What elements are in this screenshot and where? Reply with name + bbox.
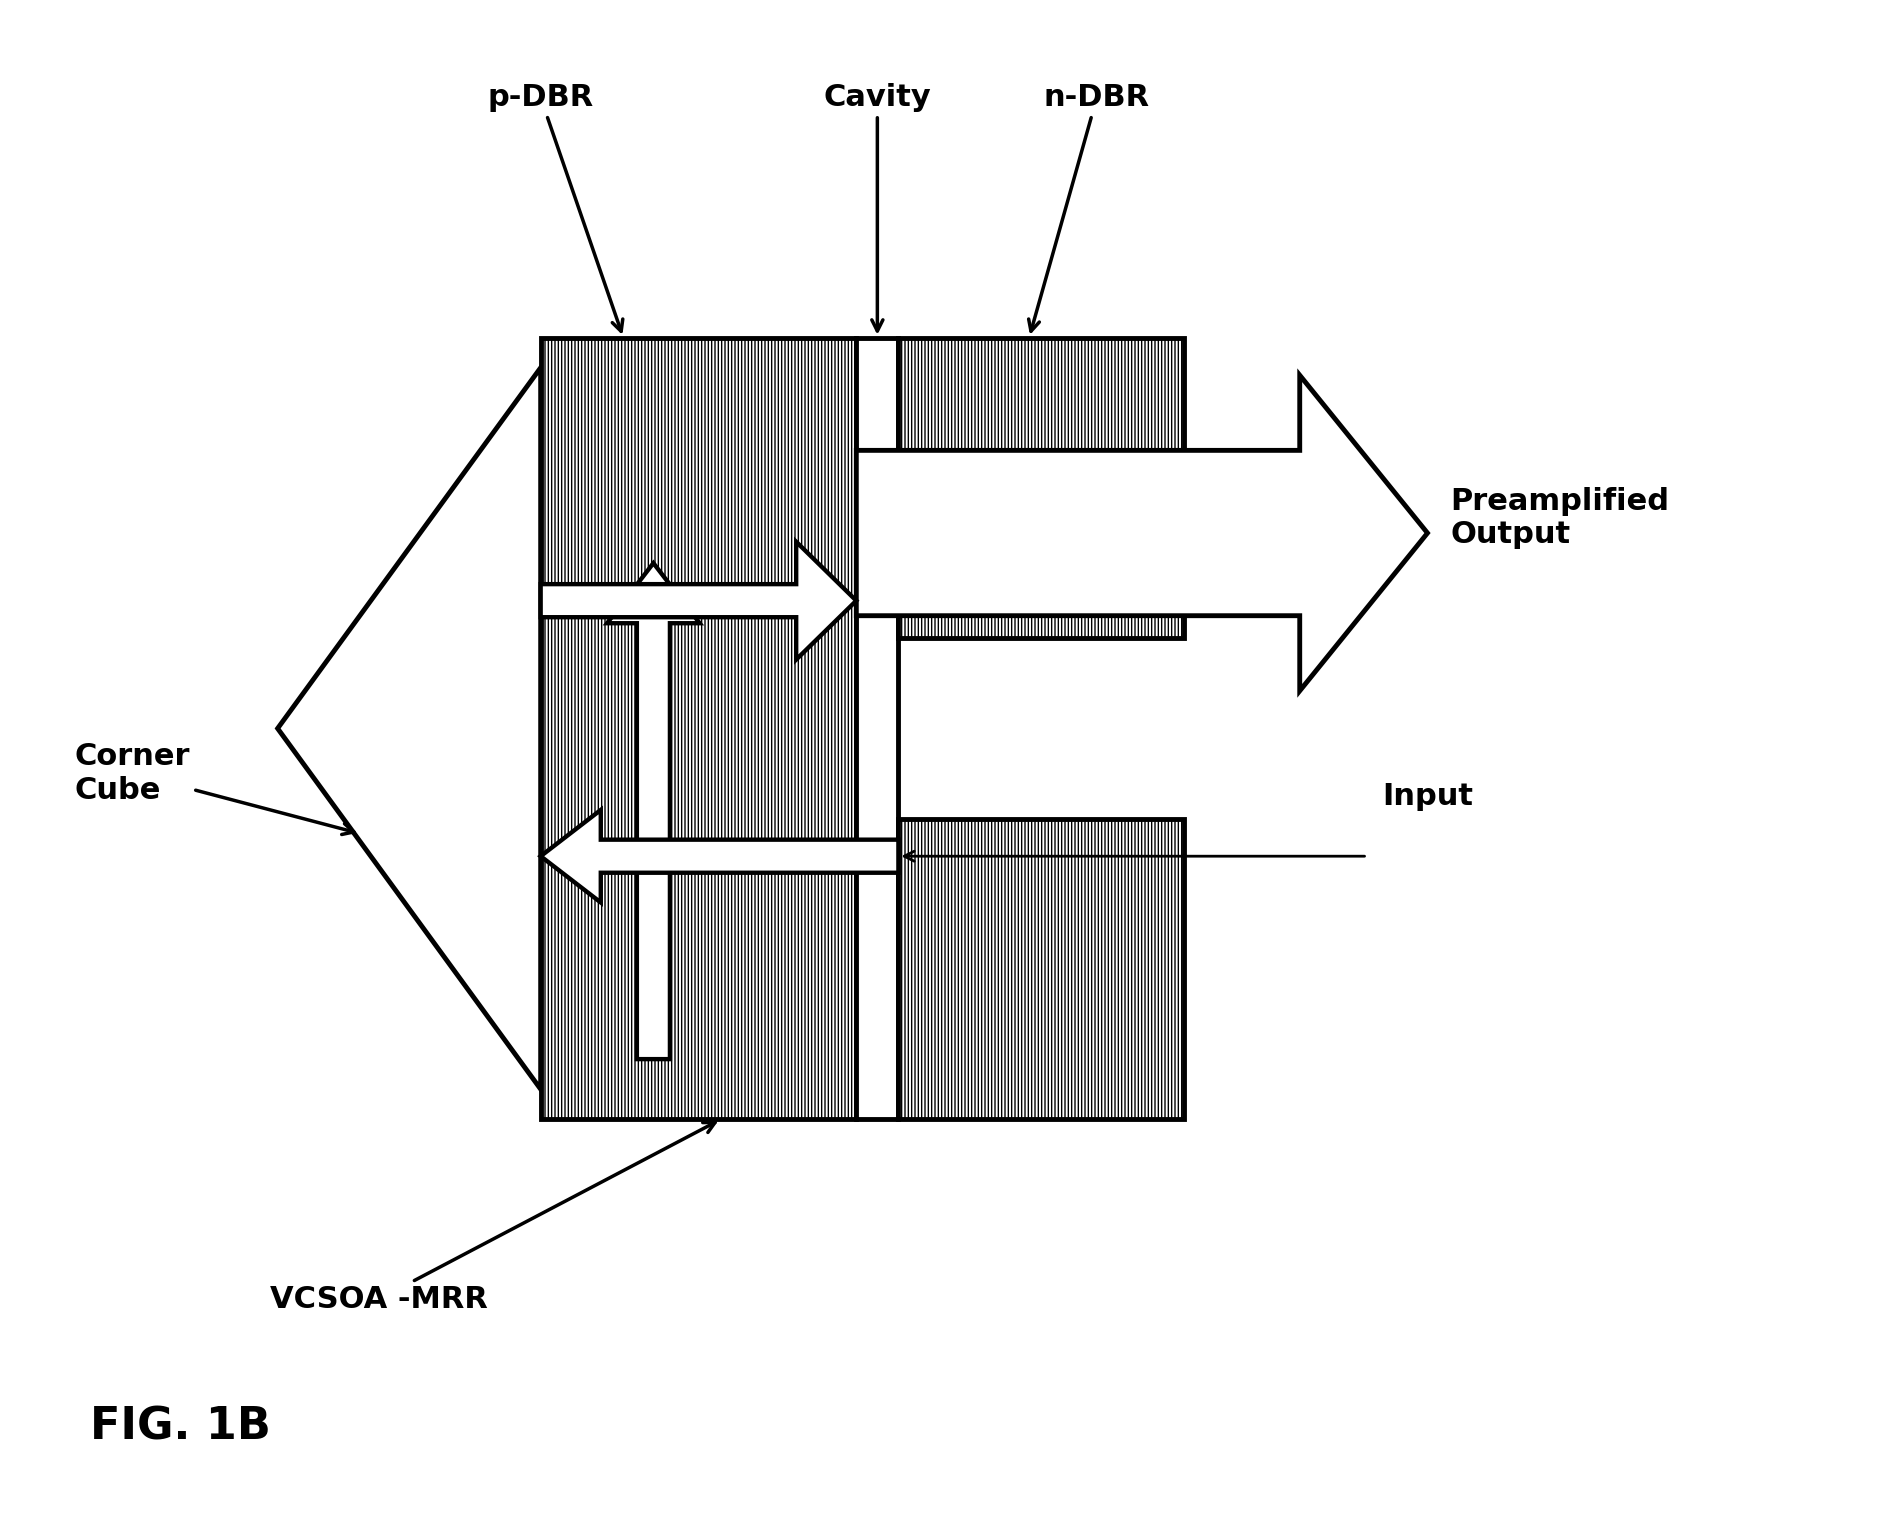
- Text: FIG. 1B: FIG. 1B: [89, 1406, 271, 1449]
- Text: Cavity: Cavity: [823, 83, 931, 331]
- Bar: [541, 338, 856, 1120]
- Text: Corner
Cube: Corner Cube: [74, 742, 354, 834]
- Polygon shape: [856, 375, 1427, 690]
- Bar: [856, 338, 899, 1120]
- Bar: [899, 338, 1183, 639]
- Bar: [899, 819, 1183, 1120]
- Text: p-DBR: p-DBR: [488, 83, 623, 331]
- Polygon shape: [278, 367, 541, 1089]
- FancyArrow shape: [541, 542, 856, 660]
- FancyArrow shape: [608, 563, 700, 1059]
- Text: VCSOA -MRR: VCSOA -MRR: [271, 1123, 716, 1314]
- Text: Preamplified
Output: Preamplified Output: [1450, 487, 1670, 549]
- FancyArrow shape: [541, 810, 899, 903]
- Text: Input: Input: [1382, 783, 1473, 812]
- Text: n-DBR: n-DBR: [1028, 83, 1149, 331]
